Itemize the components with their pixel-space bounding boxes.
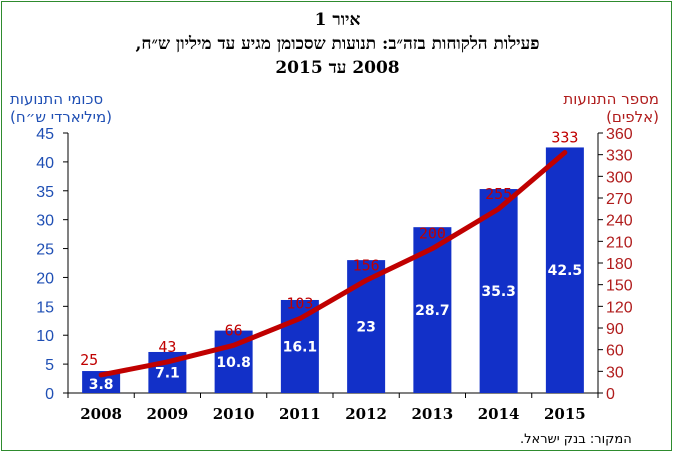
right-tick-label: 360 — [606, 126, 633, 143]
x-tick-label: 2010 — [213, 405, 255, 423]
line-point-label: 333 — [551, 129, 578, 147]
bar-value-label: 42.5 — [548, 263, 583, 279]
right-tick-label: 210 — [606, 234, 633, 251]
right-tick-label: 300 — [606, 169, 633, 186]
bar-value-label: 7.1 — [155, 365, 180, 381]
left-tick-label: 35 — [36, 184, 54, 201]
right-axis-title: מספר התנועות — [563, 90, 659, 108]
figure-number: איור 1 — [314, 10, 361, 30]
right-tick-label: 120 — [606, 299, 633, 316]
bar-value-label: 23 — [356, 320, 375, 336]
left-tick-label: 5 — [45, 357, 54, 374]
figure-subtitle: 2008 עד 2015 — [275, 58, 400, 78]
bar-value-label: 16.1 — [283, 339, 318, 355]
right-tick-label: 0 — [606, 386, 615, 403]
x-tick-label: 2014 — [478, 405, 520, 423]
line-point-label: 200 — [419, 225, 446, 243]
right-tick-label: 270 — [606, 191, 633, 208]
left-tick-label: 10 — [36, 328, 54, 345]
left-axis-title: סכומי התנועות — [10, 90, 104, 108]
line-point-label: 103 — [286, 295, 313, 313]
left-axis-unit: (מיליארדי ש״ח) — [10, 108, 113, 126]
right-tick-label: 180 — [606, 256, 633, 273]
left-tick-label: 0 — [45, 386, 54, 403]
bar — [82, 371, 121, 393]
line-point-label: 43 — [158, 338, 176, 356]
line-point-label: 255 — [485, 185, 512, 203]
left-tick-label: 30 — [36, 213, 54, 230]
bar — [479, 189, 518, 393]
line-point-label: 25 — [80, 351, 98, 369]
bar — [545, 147, 584, 393]
left-tick-label: 20 — [36, 270, 54, 287]
right-tick-label: 150 — [606, 278, 633, 295]
x-tick-label: 2013 — [412, 405, 454, 423]
bar-value-label: 3.8 — [89, 377, 114, 393]
x-tick-label: 2009 — [147, 405, 189, 423]
line-point-label: 156 — [353, 256, 380, 274]
x-tick-label: 2012 — [345, 405, 387, 423]
figure-title: פעילות הלקוחות בזה״ב: תנועות שסכומן מגיע… — [135, 34, 540, 54]
source-note: המקור: בנק ישראל. — [520, 432, 632, 447]
line-point-label: 66 — [225, 321, 243, 339]
bar-value-label: 28.7 — [415, 303, 450, 319]
transactions-line — [98, 150, 568, 378]
x-tick-label: 2008 — [80, 405, 122, 423]
bar-value-label: 35.3 — [481, 284, 516, 300]
right-tick-label: 30 — [606, 364, 624, 381]
right-tick-label: 240 — [606, 213, 633, 230]
left-tick-label: 45 — [36, 126, 54, 143]
x-tick-label: 2015 — [544, 405, 586, 423]
x-tick-label: 2011 — [279, 405, 321, 423]
right-tick-label: 90 — [606, 321, 624, 338]
bar — [280, 299, 319, 393]
right-tick-label: 60 — [606, 343, 624, 360]
right-tick-label: 330 — [606, 148, 633, 165]
left-tick-label: 15 — [36, 299, 54, 316]
left-tick-label: 25 — [36, 242, 54, 259]
right-axis-unit: (אלפים) — [606, 108, 659, 126]
left-tick-label: 40 — [36, 155, 54, 172]
bar-value-label: 10.8 — [216, 355, 251, 371]
